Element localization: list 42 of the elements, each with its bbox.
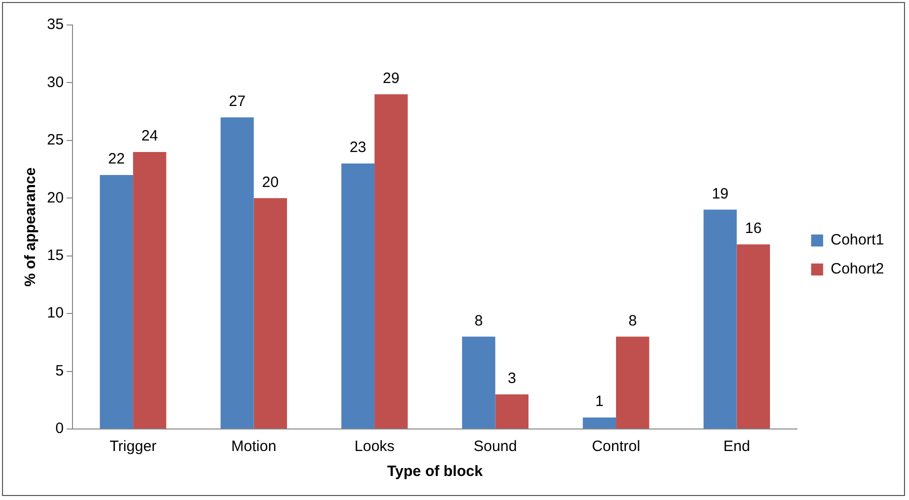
data-label: 29 (382, 70, 400, 87)
data-label: 27 (228, 92, 246, 110)
bar (495, 394, 528, 428)
bar (374, 94, 408, 428)
data-label: 23 (350, 139, 366, 156)
y-tick-label: 15 (46, 247, 64, 264)
x-tick-label: Trigger (110, 438, 157, 456)
bar (100, 175, 134, 428)
data-label: 1 (595, 393, 604, 410)
bar (582, 417, 616, 428)
y-tick-label: 35 (46, 16, 64, 34)
x-tick-label: Motion (231, 438, 276, 456)
x-tick-label: Sound (474, 438, 517, 456)
bar (254, 198, 287, 428)
y-axis-title: % of appearance (22, 167, 40, 287)
x-tick-label: End (723, 438, 750, 456)
bar (133, 152, 166, 428)
data-label: 8 (628, 312, 637, 330)
y-tick-label: 20 (46, 189, 64, 206)
data-label: 8 (474, 312, 483, 330)
data-label: 3 (508, 370, 516, 388)
bar (736, 244, 770, 428)
y-tick-label: 5 (55, 362, 64, 380)
bar (462, 336, 496, 428)
bar (341, 164, 375, 428)
data-label: 16 (745, 220, 762, 237)
x-tick-label: Control (592, 438, 640, 456)
legend-label: Cohort2 (830, 260, 884, 278)
data-label: 24 (141, 128, 158, 145)
y-tick-label: 25 (46, 132, 64, 149)
data-label: 22 (108, 150, 125, 168)
y-tick-label: 10 (46, 304, 64, 322)
bar (220, 117, 254, 428)
bar (704, 210, 737, 428)
data-label: 19 (712, 185, 729, 202)
legend-label: Cohort1 (830, 232, 884, 249)
bar (616, 336, 650, 428)
x-axis-title: Type of block (387, 463, 484, 480)
data-label: 20 (262, 174, 279, 191)
y-tick-label: 0 (55, 420, 64, 438)
x-tick-label: Looks (354, 438, 395, 456)
y-tick-label: 30 (46, 74, 64, 91)
